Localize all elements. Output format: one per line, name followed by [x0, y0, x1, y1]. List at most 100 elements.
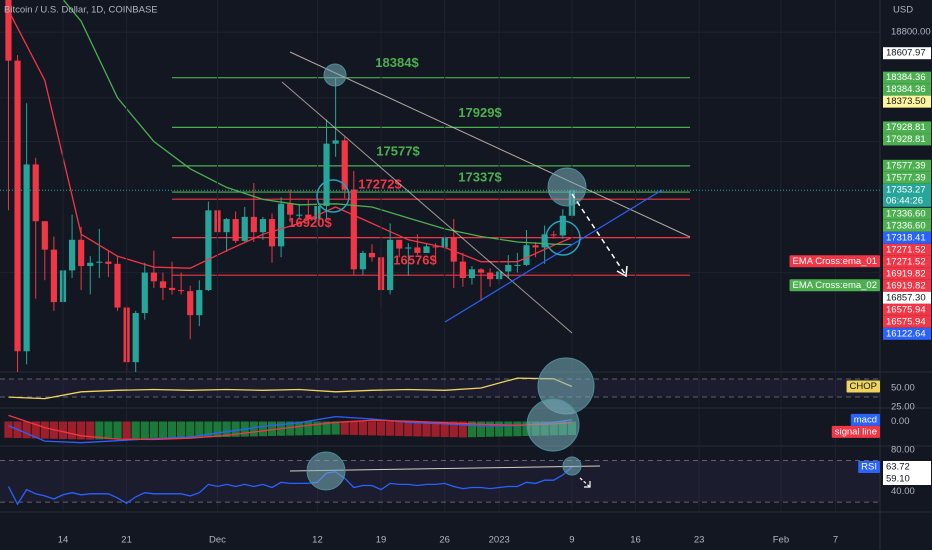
candle-body	[132, 313, 139, 363]
candle-body	[459, 261, 466, 279]
series-badge	[789, 279, 880, 292]
highlight-circle	[562, 456, 582, 476]
candle-body	[350, 189, 357, 270]
y-tick-label: 40.00	[891, 486, 915, 497]
candle-body	[68, 239, 76, 271]
price-marker	[883, 473, 931, 486]
price-marker-label: 18384.36	[886, 84, 926, 95]
histogram-bar	[367, 421, 377, 436]
price-marker-label: 17271.52	[886, 256, 926, 267]
price-marker	[883, 255, 931, 268]
candle-body	[278, 203, 285, 247]
price-marker	[883, 159, 931, 172]
candle-body	[296, 214, 303, 216]
histogram-bar	[286, 421, 295, 436]
candle-body	[114, 263, 121, 308]
candle-body	[105, 261, 112, 264]
plot-area	[0, 460, 880, 506]
price-marker-label: 17318.41	[886, 232, 926, 243]
histogram-bar	[504, 421, 513, 437]
candle-body	[159, 281, 167, 288]
series-line	[8, 377, 573, 400]
candle-body	[477, 269, 485, 273]
histogram-bar	[495, 421, 504, 437]
x-tick-label: 26	[439, 535, 450, 546]
candle-body	[468, 269, 476, 279]
y-tick-label: 50.00	[891, 382, 915, 393]
candle-body	[141, 272, 148, 314]
candle-body	[341, 140, 348, 190]
drawings	[281, 51, 691, 491]
histogram-bar	[476, 421, 486, 438]
histogram-bar	[304, 421, 313, 436]
value-marker	[883, 461, 931, 474]
price-marker	[883, 121, 931, 134]
y-tick-label: 18800.00	[891, 27, 931, 38]
level-label: 17577$	[376, 143, 420, 158]
candle-body	[432, 246, 439, 248]
histogram-bar	[267, 421, 277, 436]
price-marker-label: 16919.82	[886, 280, 926, 291]
candle-body	[32, 164, 39, 222]
histogram-bar	[340, 421, 349, 435]
series-badge-label: EMA Cross:ema_01	[793, 256, 877, 267]
candle-body	[250, 216, 257, 233]
highlight-circle	[526, 398, 580, 452]
candle-body	[50, 249, 57, 303]
histogram-bar	[186, 421, 195, 438]
series-badge	[850, 413, 880, 426]
highlight-circle	[547, 167, 587, 207]
price-marker	[883, 279, 931, 292]
candle-body	[359, 252, 366, 270]
histogram-bar	[413, 421, 422, 437]
candle-body	[405, 247, 412, 249]
series-line	[8, 415, 572, 444]
plot-area	[4, 414, 577, 444]
histogram-bar	[4, 421, 13, 438]
histogram-bar	[395, 421, 404, 436]
series-badge	[846, 380, 880, 393]
histogram-bar	[513, 421, 522, 437]
candle-body	[259, 219, 267, 233]
candle-body	[387, 239, 394, 291]
series-badge-label: EMA Cross:ema_02	[793, 280, 877, 291]
histogram-bar	[31, 421, 40, 439]
histogram-bar	[204, 421, 213, 438]
band-fill	[0, 379, 880, 397]
series-line	[7, 10, 573, 269]
trend-line	[281, 81, 573, 334]
price-marker	[883, 219, 931, 232]
highlight-circle	[316, 179, 350, 213]
histogram-bar	[467, 421, 477, 438]
histogram-bar	[140, 421, 149, 439]
histogram-bar	[522, 421, 531, 436]
band-fill	[0, 460, 880, 503]
price-marker	[883, 133, 931, 146]
price-marker	[883, 83, 931, 96]
histogram-bar	[313, 421, 322, 435]
price-marker-label: 16857.30	[886, 292, 926, 303]
series-line	[8, 414, 572, 441]
candle-body	[550, 234, 557, 236]
price-marker	[883, 171, 931, 184]
candle-body	[87, 262, 94, 267]
price-marker-label: 16575.94	[886, 316, 926, 327]
highlight-circle	[545, 220, 581, 256]
candle-body	[268, 219, 276, 247]
histogram-bar	[77, 421, 86, 440]
price-marker-label: 17336.60	[886, 208, 926, 219]
histogram-bar	[449, 421, 458, 438]
histogram-bar	[404, 421, 413, 437]
price-marker-label: 17336.60	[886, 220, 926, 231]
candle-body	[23, 164, 30, 352]
price-marker-label: 18384.36	[886, 72, 926, 83]
candle-body	[232, 219, 239, 241]
histogram-bar	[295, 421, 304, 436]
candle-body	[423, 246, 430, 253]
y-tick-label: 0.00	[891, 416, 910, 427]
price-marker	[883, 327, 931, 340]
price-marker-label: 17271.52	[886, 244, 926, 255]
value-marker-label: 63.72	[886, 462, 910, 473]
series-badge-label: signal line	[835, 426, 877, 437]
level-label: 17272$	[358, 177, 402, 192]
